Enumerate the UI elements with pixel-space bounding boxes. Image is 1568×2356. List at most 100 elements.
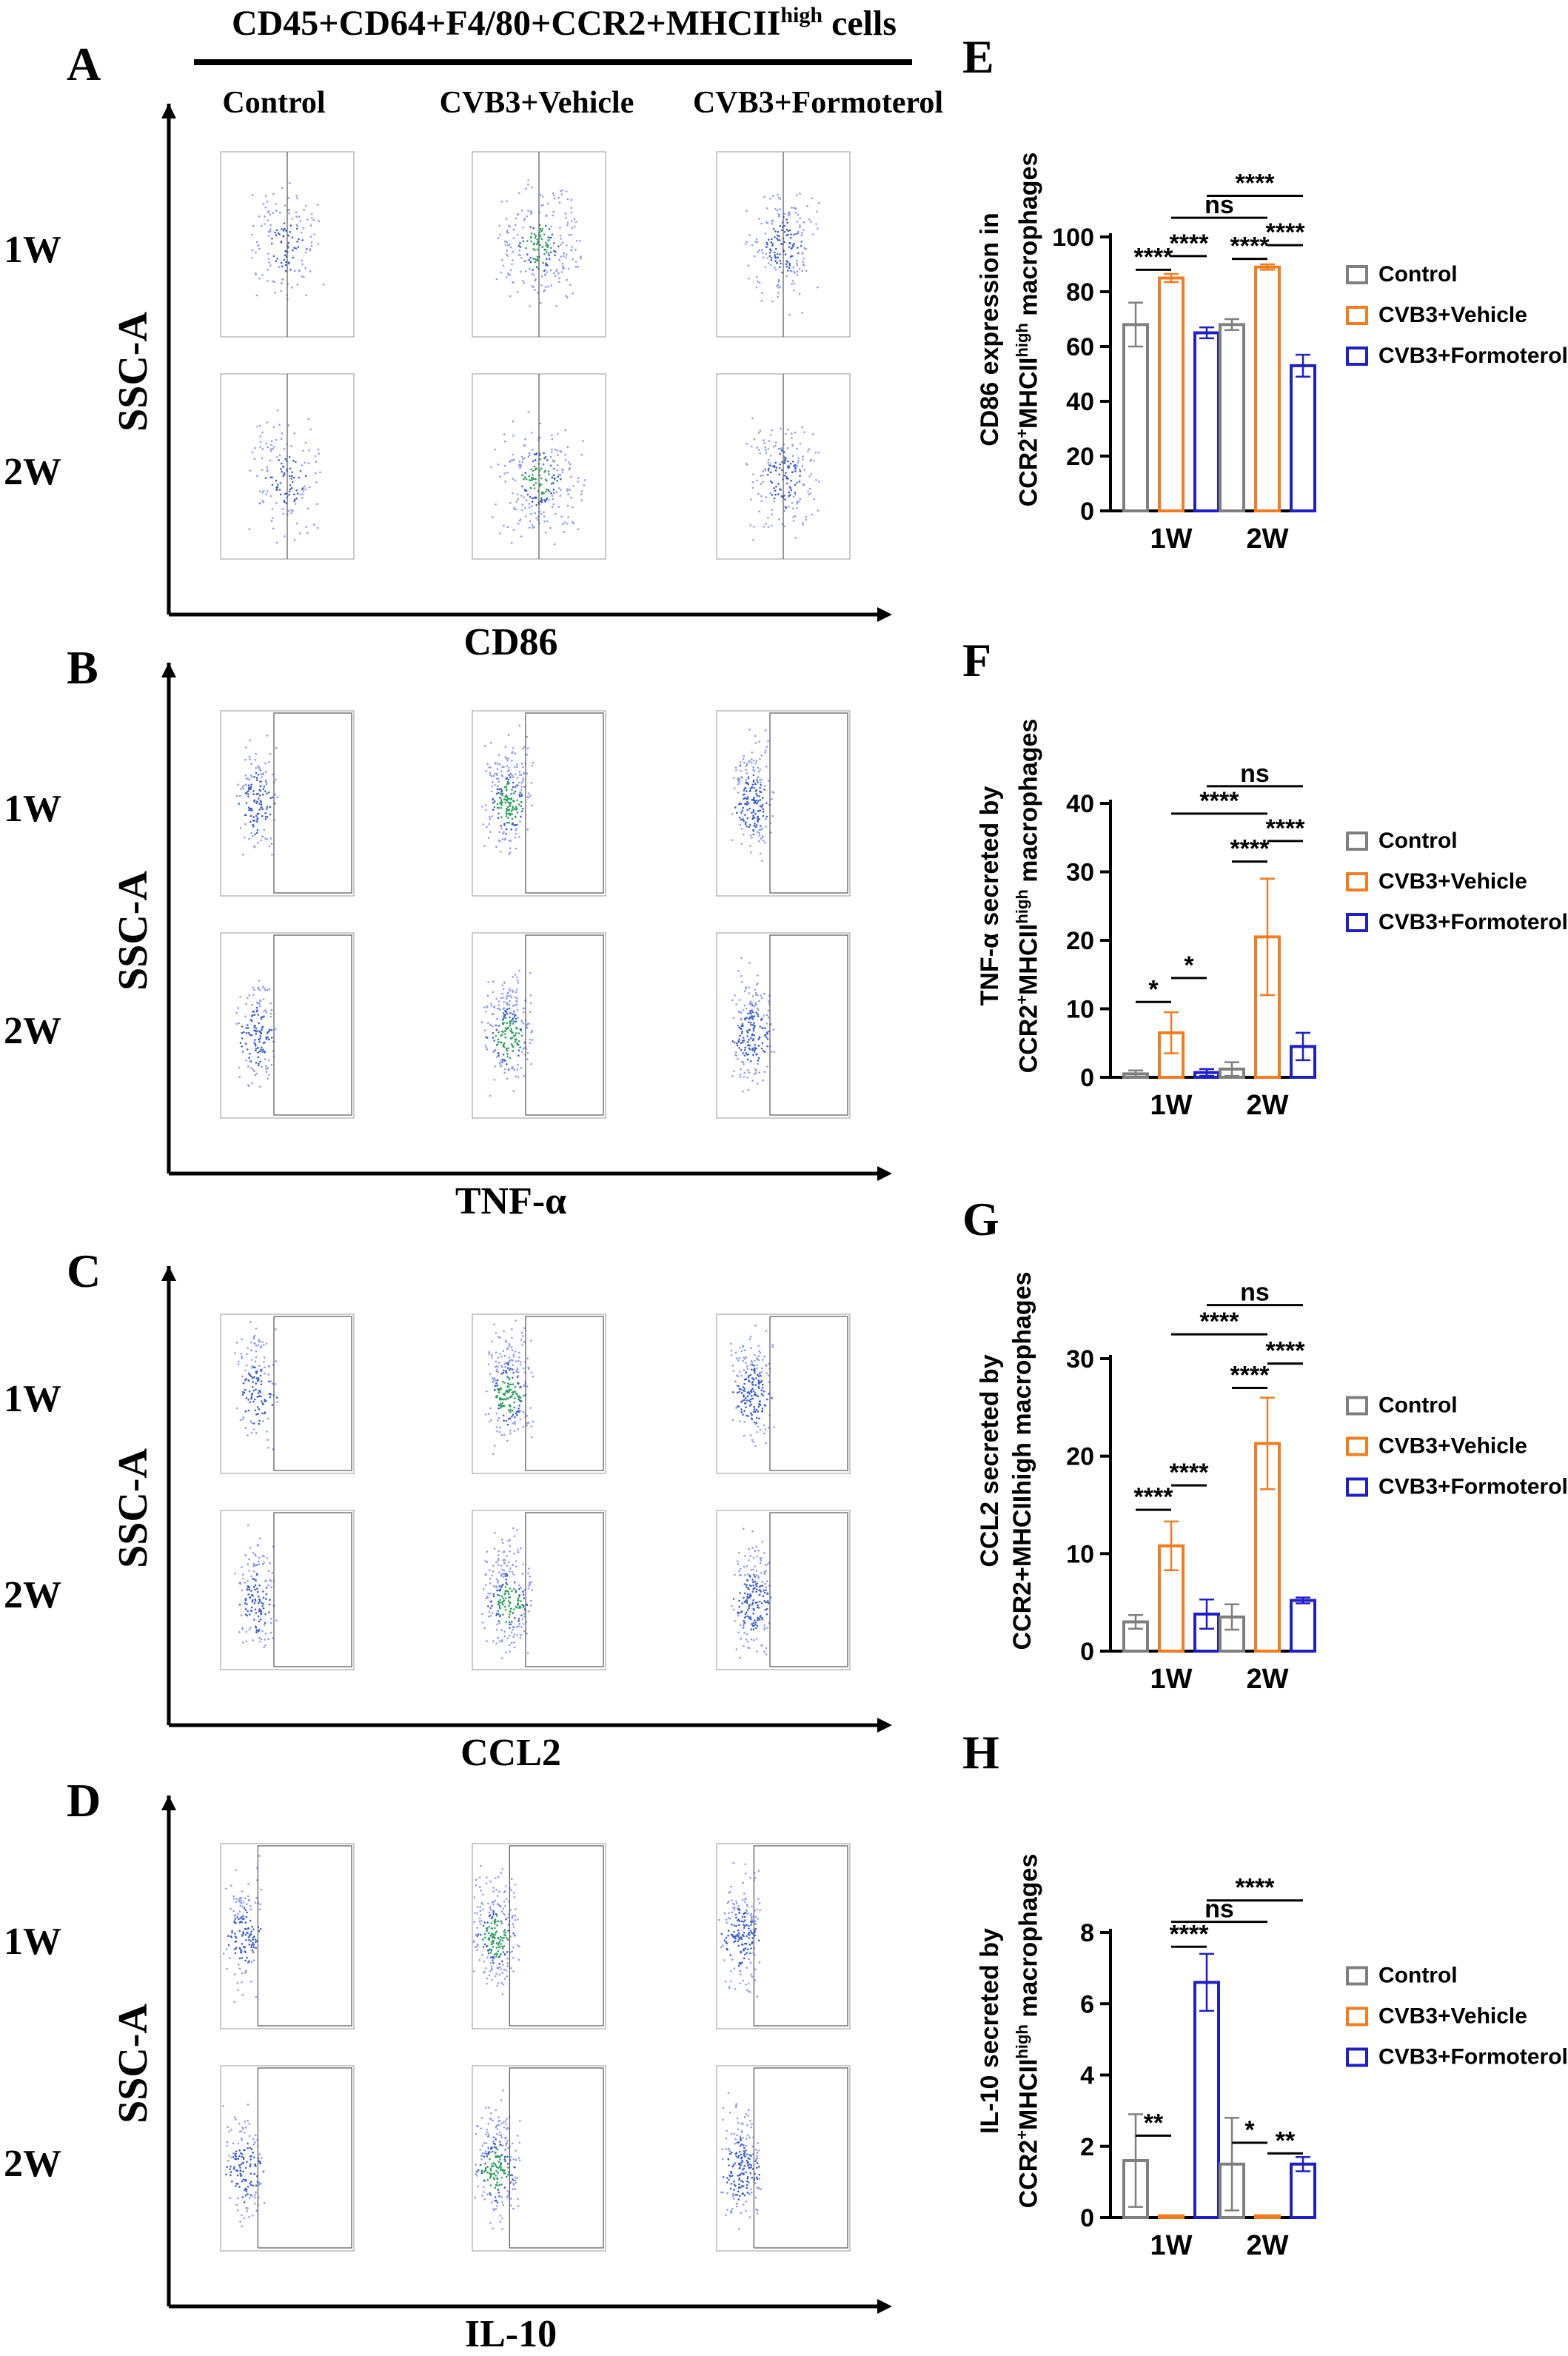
y-label-superscript: + xyxy=(1013,429,1031,438)
y-tick-label: 20 xyxy=(1066,443,1094,471)
significance-label: **** xyxy=(1230,835,1270,863)
significance-label: ns xyxy=(1240,760,1270,788)
bar-cvb3-formoterol-1w xyxy=(1195,333,1219,512)
y-label-line2: CCR2+MHCIIhigh macrophages xyxy=(1006,1824,1045,2238)
panel-letter-g: G xyxy=(962,1192,999,1247)
legend-swatch-cvb3-formoterol xyxy=(1347,914,1367,931)
bar-cvb3-formoterol-2w xyxy=(1291,1601,1315,1651)
legend-label: CVB3+Vehicle xyxy=(1378,303,1527,327)
significance-label: **** xyxy=(1170,1459,1210,1487)
legend-label: CVB3+Vehicle xyxy=(1378,2004,1527,2029)
significance-label: **** xyxy=(1170,230,1210,258)
legend-label: CVB3+Vehicle xyxy=(1378,869,1527,894)
significance-label: **** xyxy=(1170,1920,1210,1948)
significance-label: ** xyxy=(1144,2109,1164,2137)
y-label-superscript: high xyxy=(1013,889,1031,923)
significance-label: * xyxy=(1244,2116,1255,2144)
y-label-part: MHCII xyxy=(1014,358,1042,429)
significance-label: ** xyxy=(1276,2126,1296,2155)
x-tick-label-2w: 2W xyxy=(1247,2230,1289,2261)
legend-swatch-cvb3-vehicle xyxy=(1347,874,1367,890)
y-tick-label: 0 xyxy=(1080,1064,1094,1092)
y-label-line1: CD86 expression in xyxy=(974,122,1006,537)
y-tick-label: 2 xyxy=(1080,2133,1094,2161)
y-tick-label: 10 xyxy=(1066,1540,1094,1568)
y-label-part: CCR2 xyxy=(1014,2139,1042,2208)
y-label-line1: CCL2 secreted by xyxy=(974,1254,1006,1668)
y-tick-label: 0 xyxy=(1080,498,1094,526)
legend-swatch-cvb3-formoterol xyxy=(1347,2049,1367,2066)
legend-swatch-control xyxy=(1347,1968,1367,1984)
y-tick-label: 40 xyxy=(1066,388,1094,416)
significance-label: * xyxy=(1184,951,1194,980)
y-tick-label: 4 xyxy=(1080,2062,1094,2090)
y-tick-label: 60 xyxy=(1066,333,1094,361)
bar-control-1w xyxy=(1124,324,1147,511)
legend-label: Control xyxy=(1378,1964,1458,1988)
significance-label: ns xyxy=(1240,1279,1270,1307)
x-tick-label-1w: 1W xyxy=(1150,1090,1193,1121)
legend-swatch-cvb3-vehicle xyxy=(1347,307,1367,324)
panel-letter-f: F xyxy=(962,633,991,688)
y-label-superscript: high xyxy=(1013,323,1031,357)
y-label-part: MHCII xyxy=(1014,2058,1042,2129)
significance-label: **** xyxy=(1236,1874,1276,1902)
y-label-part: macrophages xyxy=(1014,153,1042,324)
y-label-part: macrophages xyxy=(1014,719,1042,890)
y-tick-label: 20 xyxy=(1066,927,1094,955)
y-label-superscript: high xyxy=(1013,2024,1031,2058)
y-tick-label: 30 xyxy=(1066,1345,1094,1373)
y-label-part: CCR2 xyxy=(1014,438,1042,507)
y-tick-label: 0 xyxy=(1080,1638,1094,1666)
bar-cvb3-vehicle-2w xyxy=(1256,2216,1279,2218)
y-label-part: macrophages xyxy=(1014,1853,1042,2024)
y-tick-label: 20 xyxy=(1066,1443,1094,1471)
y-label-part: MHCII xyxy=(1014,924,1042,995)
x-tick-label-2w: 2W xyxy=(1247,523,1289,555)
significance-label: **** xyxy=(1236,170,1276,198)
y-label-part: CCR2 xyxy=(1014,1005,1042,1074)
legend-label: Control xyxy=(1378,829,1458,853)
bar-cvb3-vehicle-2w xyxy=(1256,267,1279,511)
x-tick-label-1w: 1W xyxy=(1150,1664,1193,1695)
significance-label: **** xyxy=(1134,1483,1174,1511)
x-tick-label-2w: 2W xyxy=(1247,1090,1289,1121)
bar-cvb3-vehicle-1w xyxy=(1159,278,1183,512)
y-label-line2: CCR2+MHCIIhigh macrophages xyxy=(1006,122,1045,537)
legend-label: CVB3+Vehicle xyxy=(1378,1434,1527,1459)
bar-cvb3-vehicle-1w xyxy=(1159,2216,1183,2218)
significance-label: * xyxy=(1148,975,1159,1003)
legend-swatch-cvb3-vehicle xyxy=(1347,1439,1367,1455)
legend-swatch-cvb3-formoterol xyxy=(1347,348,1367,364)
bar-cvb3-formoterol-1w xyxy=(1195,1982,1219,2218)
legend-label: Control xyxy=(1378,262,1458,287)
y-tick-label: 80 xyxy=(1066,278,1094,307)
significance-label: **** xyxy=(1266,218,1306,247)
x-tick-label-1w: 1W xyxy=(1150,523,1193,555)
y-tick-label: 30 xyxy=(1066,859,1094,887)
panel-letter-e: E xyxy=(962,30,994,84)
y-label-superscript: + xyxy=(1013,2129,1031,2139)
y-tick-label: 6 xyxy=(1080,1990,1094,2018)
bar-control-2w xyxy=(1220,324,1244,511)
legend-swatch-cvb3-vehicle xyxy=(1347,2009,1367,2025)
significance-label: **** xyxy=(1200,787,1240,815)
y-label-line2: CCR2+MHCIIhigh macrophages xyxy=(1006,689,1045,1103)
significance-label: **** xyxy=(1266,814,1306,843)
legend-swatch-control xyxy=(1347,267,1367,283)
legend-label: CVB3+Formoterol xyxy=(1378,2045,1568,2069)
legend-label: CVB3+Formoterol xyxy=(1378,344,1568,368)
significance-label: **** xyxy=(1266,1337,1306,1365)
legend-swatch-control xyxy=(1347,833,1367,849)
significance-label: **** xyxy=(1134,243,1174,271)
x-tick-label-2w: 2W xyxy=(1247,1664,1289,1695)
y-label-line1: TNF-α secreted by xyxy=(974,689,1006,1103)
y-tick-label: 8 xyxy=(1080,1919,1094,1947)
significance-label: **** xyxy=(1230,1362,1270,1390)
y-label-part: CCR2+MHCIIhigh macrophages xyxy=(1008,1271,1036,1650)
